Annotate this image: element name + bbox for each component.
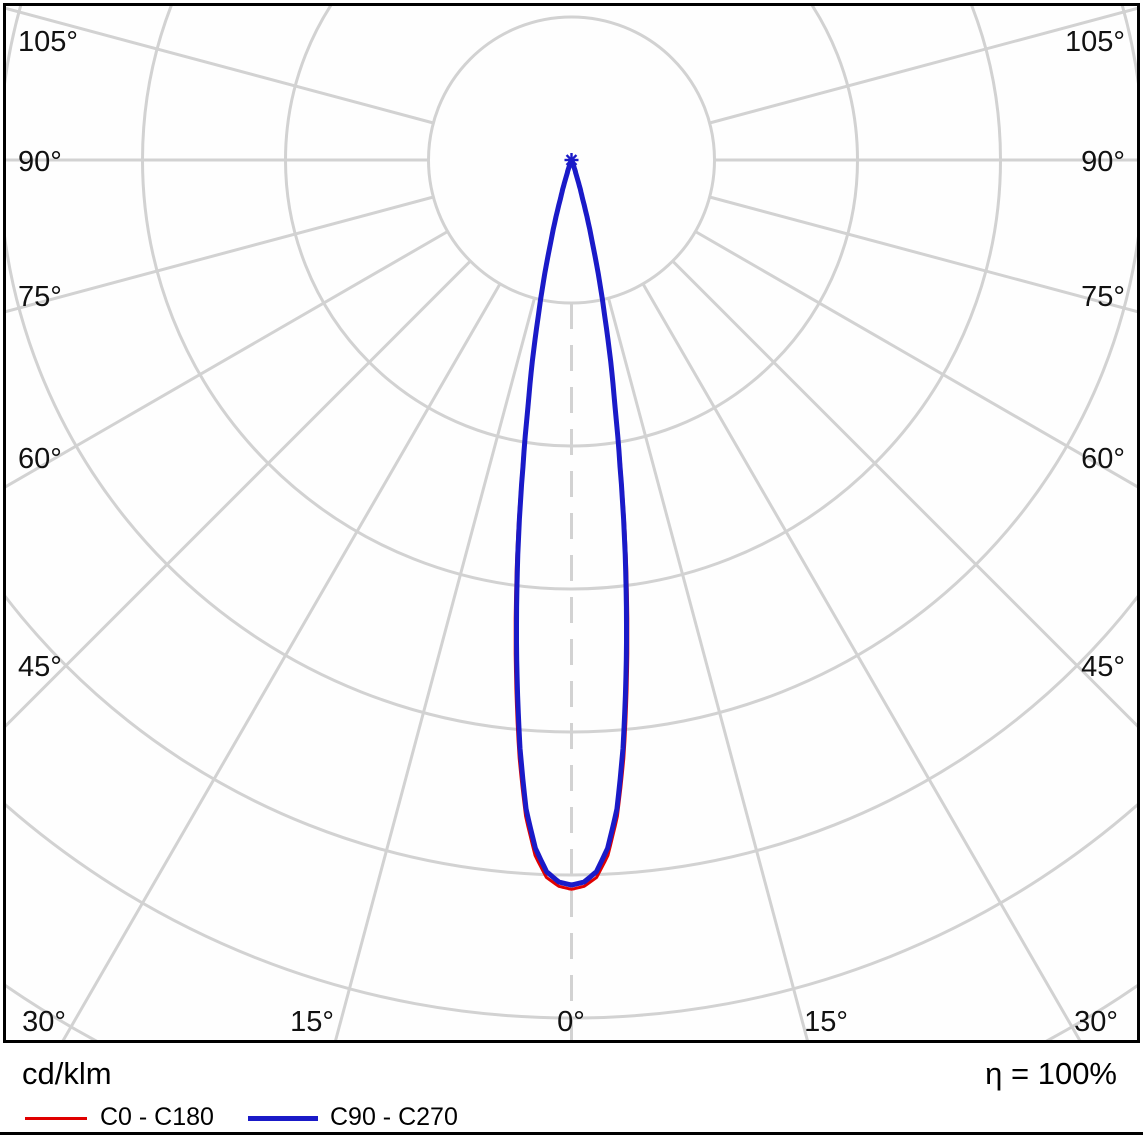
grid-ray bbox=[6, 230, 449, 489]
grid-ring bbox=[284, 6, 859, 448]
angle-label: 60° bbox=[1081, 443, 1125, 475]
curve-c90-c270 bbox=[514, 157, 629, 888]
angle-label: 90° bbox=[18, 146, 62, 178]
grid-ray bbox=[671, 260, 1137, 728]
grid-ray bbox=[709, 195, 1137, 314]
legend-swatch-c0-c180 bbox=[25, 1117, 87, 1120]
angle-label: 90° bbox=[1081, 146, 1125, 178]
unit-label: cd/klm bbox=[22, 1056, 112, 1091]
grid-ray bbox=[334, 297, 536, 1040]
grid-ray bbox=[6, 260, 472, 728]
angle-label: 15° bbox=[290, 1006, 334, 1038]
grid-ray bbox=[61, 283, 502, 1040]
angle-label: 30° bbox=[1074, 1006, 1118, 1038]
angle-label: 45° bbox=[18, 651, 62, 683]
bottom-divider bbox=[0, 1132, 1143, 1135]
grid-ring bbox=[141, 6, 1002, 591]
grid-ray bbox=[6, 195, 434, 314]
grid-ray bbox=[6, 6, 434, 125]
angle-label: 45° bbox=[1081, 651, 1125, 683]
angle-label: 75° bbox=[1081, 281, 1125, 313]
legend-label-c0-c180: C0 - C180 bbox=[100, 1103, 214, 1131]
angle-label: 105° bbox=[1065, 26, 1125, 58]
angle-label: 75° bbox=[18, 281, 62, 313]
angle-label: 30° bbox=[22, 1006, 66, 1038]
angle-label: 105° bbox=[18, 26, 78, 58]
grid-ray bbox=[709, 6, 1137, 125]
grid-ray bbox=[607, 297, 809, 1040]
peak-marker bbox=[565, 154, 578, 166]
angle-label: 15° bbox=[804, 1006, 848, 1038]
legend-label-c90-c270: C90 - C270 bbox=[330, 1103, 458, 1131]
angle-label: 60° bbox=[18, 443, 62, 475]
polar-chart: 105° 90° 75° 60° 45° 105° 90° 75° 60° 45° 30° 15° 0°… bbox=[3, 3, 1140, 1043]
efficiency-label: η = 100% bbox=[985, 1056, 1117, 1091]
grid-ray bbox=[641, 283, 1082, 1040]
legend-swatch-c90-c270 bbox=[248, 1116, 318, 1121]
grid-ray bbox=[694, 230, 1137, 489]
polar-plot-svg: 105° 90° 75° 60° 45° 105° 90° 75° 60° 45° 30° 15° 0°… bbox=[6, 6, 1137, 1040]
angle-label: 0° bbox=[557, 1006, 585, 1038]
